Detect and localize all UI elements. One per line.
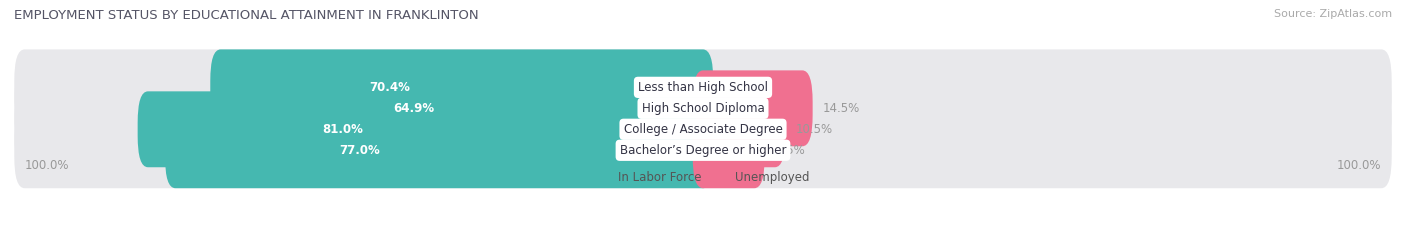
- Text: EMPLOYMENT STATUS BY EDUCATIONAL ATTAINMENT IN FRANKLINTON: EMPLOYMENT STATUS BY EDUCATIONAL ATTAINM…: [14, 9, 478, 22]
- Text: 10.5%: 10.5%: [796, 123, 832, 136]
- Text: 70.4%: 70.4%: [368, 81, 411, 94]
- FancyBboxPatch shape: [247, 70, 713, 146]
- FancyBboxPatch shape: [14, 91, 1392, 167]
- Legend: In Labor Force, Unemployed: In Labor Force, Unemployed: [598, 171, 808, 184]
- Text: High School Diploma: High School Diploma: [641, 102, 765, 115]
- Text: Bachelor’s Degree or higher: Bachelor’s Degree or higher: [620, 144, 786, 157]
- FancyBboxPatch shape: [14, 112, 1392, 188]
- Text: 81.0%: 81.0%: [322, 123, 363, 136]
- Text: 0.0%: 0.0%: [724, 81, 754, 94]
- FancyBboxPatch shape: [693, 70, 813, 146]
- Text: 77.0%: 77.0%: [340, 144, 381, 157]
- FancyBboxPatch shape: [165, 112, 713, 188]
- Text: College / Associate Degree: College / Associate Degree: [624, 123, 782, 136]
- FancyBboxPatch shape: [211, 49, 713, 125]
- Text: 64.9%: 64.9%: [394, 102, 434, 115]
- FancyBboxPatch shape: [14, 70, 1392, 146]
- Text: 100.0%: 100.0%: [24, 159, 69, 172]
- Text: 100.0%: 100.0%: [1337, 159, 1382, 172]
- Text: Source: ZipAtlas.com: Source: ZipAtlas.com: [1274, 9, 1392, 19]
- FancyBboxPatch shape: [693, 112, 765, 188]
- FancyBboxPatch shape: [14, 49, 1392, 125]
- FancyBboxPatch shape: [693, 91, 785, 167]
- Text: 14.5%: 14.5%: [823, 102, 860, 115]
- FancyBboxPatch shape: [138, 91, 713, 167]
- Text: 7.5%: 7.5%: [775, 144, 804, 157]
- Text: Less than High School: Less than High School: [638, 81, 768, 94]
